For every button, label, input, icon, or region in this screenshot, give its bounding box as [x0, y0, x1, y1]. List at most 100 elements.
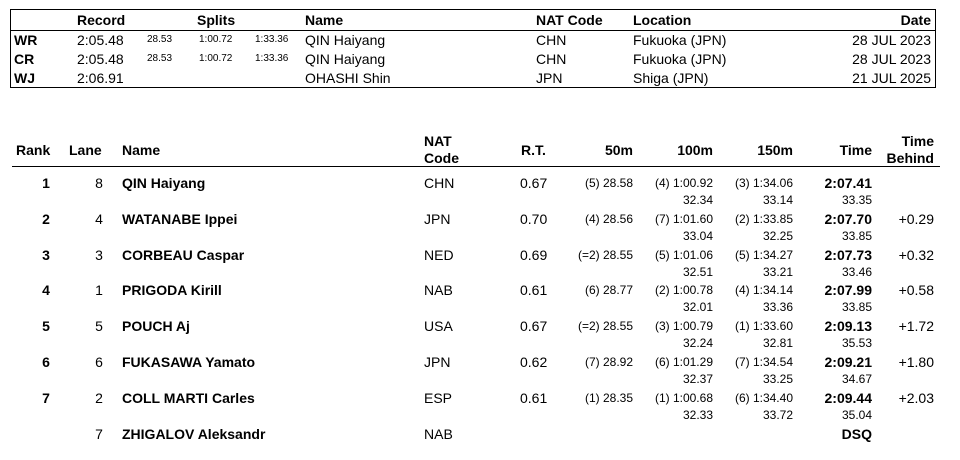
nat-header-line2: Code — [424, 150, 459, 166]
swimmer-name: PRIGODA Kirill — [122, 282, 222, 299]
result-row: 1 8 QIN Haiyang CHN 0.67 (5) 28.58 (4) 1:00.92… — [0, 173, 960, 209]
nat-code: NAB — [424, 425, 453, 442]
final-time: 2:07.70 — [824, 210, 872, 227]
time-behind: +1.72 — [898, 318, 934, 335]
lane: 3 — [95, 246, 103, 263]
rank: 4 — [42, 282, 50, 299]
final-lap: 33.85 — [841, 300, 872, 315]
final-lap: 33.85 — [841, 228, 872, 243]
split-100m: (6) 1:01.29 — [654, 355, 713, 369]
nat-code: JPN — [424, 210, 451, 227]
record-nat-code: CHN — [536, 51, 567, 67]
split-50m: (5) 28.58 — [584, 176, 633, 190]
result-row: 7 2 COLL MARTI Carles ESP 0.61 (1) 28.35 (1) 1… — [0, 388, 960, 424]
record-type: WJ — [14, 70, 35, 86]
nat-header-line1: NAT — [424, 133, 452, 149]
record-time: 2:05.48 — [77, 51, 124, 67]
record-date: 28 JUL 2023 — [852, 51, 931, 67]
record-holder-name: QIN Haiyang — [305, 32, 386, 48]
split-150m: (4) 1:34.14 — [734, 283, 793, 298]
split-100m-lap: 32.51 — [682, 264, 713, 279]
final-lap: 35.53 — [841, 336, 872, 351]
lane: 6 — [95, 354, 103, 370]
final-time: 2:07.99 — [824, 282, 872, 299]
split-50m: (7) 28.92 — [584, 355, 633, 369]
record-nat-code: CHN — [536, 32, 567, 48]
split-100m: (7) 1:01.60 — [654, 211, 713, 226]
split-100m-lap: 32.01 — [682, 300, 713, 315]
nat-code: USA — [424, 318, 453, 335]
final-lap: 33.46 — [841, 264, 872, 279]
reaction-time: 0.61 — [520, 389, 548, 406]
split-100m-header: 100m — [677, 142, 713, 158]
split-150m-lap: 33.25 — [762, 372, 793, 386]
record-split-100: 1:00.72 — [199, 34, 233, 45]
rank: 6 — [42, 354, 50, 370]
record-nat-code: JPN — [536, 70, 563, 86]
rank: 2 — [42, 210, 50, 227]
final-time: 2:09.13 — [824, 318, 872, 335]
record-row: CR 2:05.48 28.53 1:00.72 1:33.36 QIN Haiyang C… — [11, 50, 935, 68]
split-150m-lap: 33.14 — [762, 193, 793, 207]
swimmer-name: WATANABE Ippei — [122, 210, 238, 227]
record-split-50: 28.53 — [147, 53, 173, 64]
time-behind: +0.29 — [898, 210, 934, 227]
record-location: Fukuoka (JPN) — [633, 51, 727, 67]
result-row: 2 4 WATANABE Ippei JPN 0.70 (4) 28.56 (7) 1:01… — [0, 209, 960, 245]
nat-code: ESP — [424, 389, 453, 406]
nat-code: CHN — [424, 175, 455, 191]
split-150m: (3) 1:34.06 — [734, 176, 793, 190]
split-150m-lap: 33.72 — [762, 407, 793, 422]
split-150m: (2) 1:33.85 — [734, 211, 793, 226]
nat-code: NED — [424, 246, 454, 263]
record-split-150: 1:33.36 — [255, 34, 289, 45]
nat-code-header: NAT Code — [536, 12, 603, 28]
split-50m: (6) 28.77 — [584, 283, 633, 298]
final-lap: 35.04 — [841, 407, 872, 422]
name-header: Name — [305, 12, 344, 28]
split-150m-lap: 32.25 — [762, 228, 793, 243]
record-time: 2:05.48 — [77, 32, 124, 48]
records-table: Record Splits Name NAT Code Location Dat… — [10, 9, 936, 88]
records-header: Record Splits Name NAT Code Location Dat… — [11, 10, 935, 31]
reaction-time: 0.69 — [520, 246, 548, 263]
split-100m: (2) 1:00.78 — [654, 283, 713, 298]
record-holder-name: OHASHI Shin — [305, 70, 391, 86]
split-50m-header: 50m — [604, 142, 633, 158]
lane: 8 — [95, 175, 103, 191]
split-50m: (=2) 28.55 — [577, 247, 633, 262]
split-100m-lap: 32.37 — [682, 372, 713, 386]
final-time: DSQ — [841, 425, 872, 442]
result-row: 7 ZHIGALOV Aleksandr NAB DSQ — [0, 424, 960, 460]
rank: 1 — [42, 175, 50, 191]
result-row: 6 6 FUKASAWA Yamato JPN 0.62 (7) 28.92 (6) 1:0… — [0, 352, 960, 388]
record-header: Record — [77, 12, 126, 28]
result-row: 5 5 POUCH Aj USA 0.67 (=2) 28.55 (3) 1:00.79 32… — [0, 316, 960, 352]
reaction-time: 0.62 — [520, 354, 548, 370]
split-100m-lap: 33.04 — [682, 228, 713, 243]
reaction-time: 0.61 — [520, 282, 548, 299]
rank-header: Rank — [16, 142, 51, 158]
result-row: 3 3 CORBEAU Caspar NED 0.69 (=2) 28.55 (5) 1:0… — [0, 245, 960, 281]
time-behind: +1.80 — [898, 354, 934, 370]
header-divider — [12, 166, 940, 167]
record-date: 28 JUL 2023 — [852, 32, 931, 48]
time-header: Time — [839, 142, 872, 158]
split-150m-header: 150m — [757, 142, 793, 158]
record-row: WR 2:05.48 28.53 1:00.72 1:33.36 QIN Haiyang C… — [11, 31, 935, 49]
split-100m: (3) 1:00.79 — [654, 319, 713, 334]
record-location: Shiga (JPN) — [633, 70, 709, 86]
swimmer-name: QIN Haiyang — [122, 175, 206, 191]
record-type: CR — [14, 51, 35, 67]
reaction-time: 0.67 — [520, 318, 548, 335]
split-100m-lap: 32.24 — [682, 336, 713, 351]
split-100m-lap: 32.34 — [682, 193, 713, 207]
swimmer-name: COLL MARTI Carles — [122, 389, 255, 406]
record-type: WR — [14, 32, 38, 48]
final-time: 2:09.21 — [824, 354, 872, 370]
name-header: Name — [122, 142, 161, 158]
lane: 5 — [95, 318, 103, 335]
nat-code: JPN — [424, 354, 451, 370]
record-split-100: 1:00.72 — [199, 53, 233, 64]
record-row: WJ 2:06.91 OHASHI Shin JPN Shiga (JPN) 21 JUL… — [11, 69, 935, 87]
